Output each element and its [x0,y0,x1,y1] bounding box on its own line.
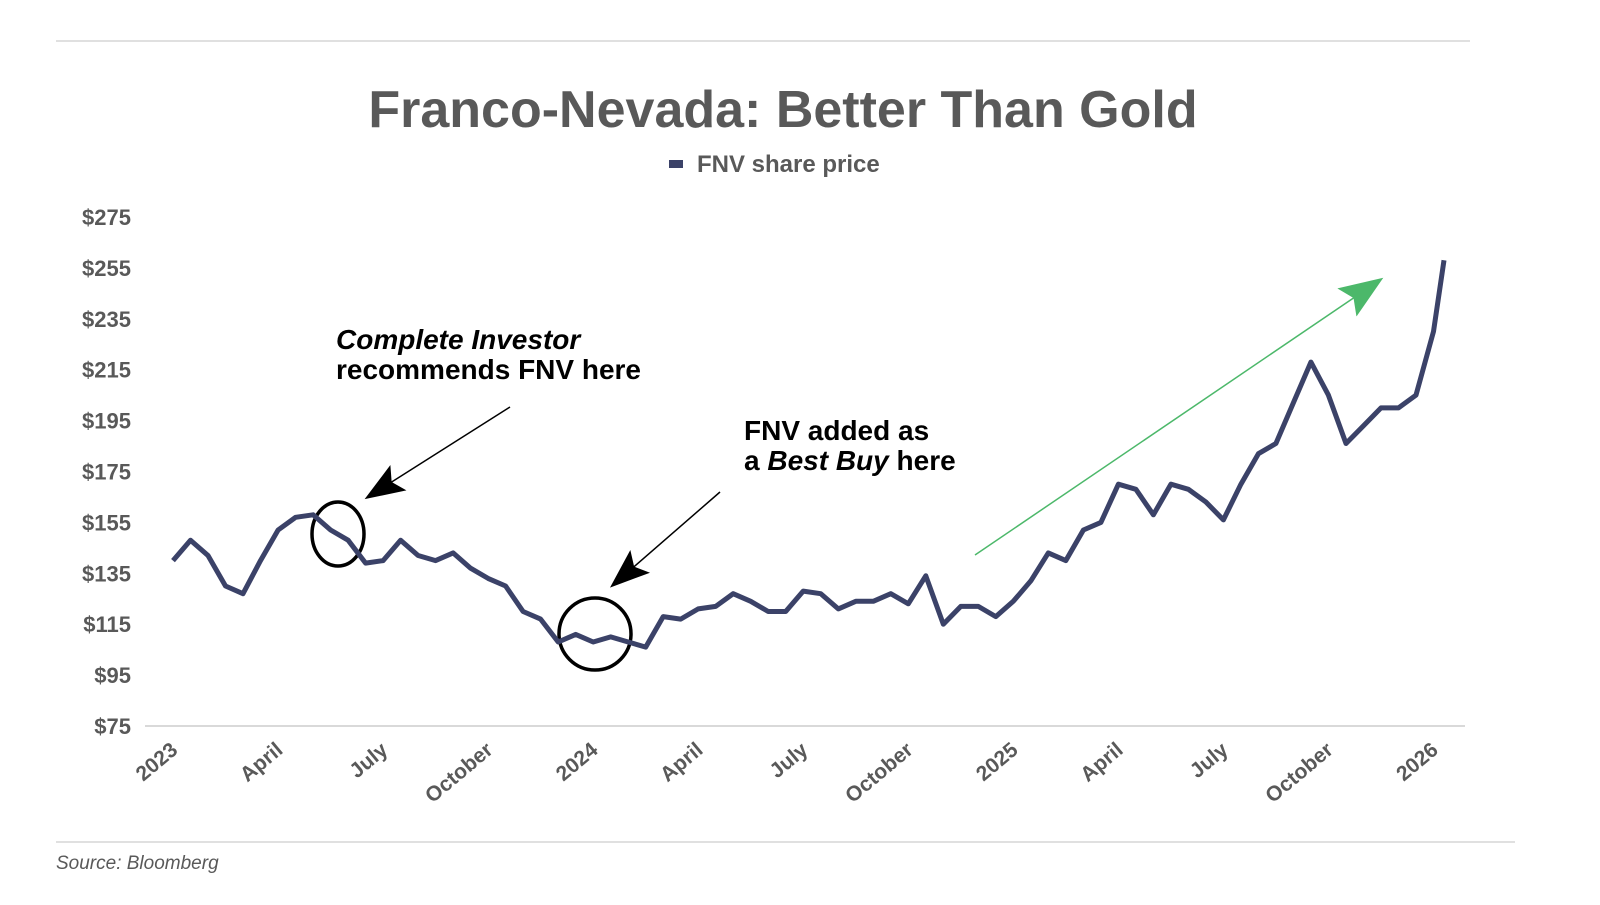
annotation: recommends FNV here [336,354,641,385]
annotation-part: Complete Investor [336,324,582,355]
highlight-circle [310,500,366,568]
annotation-part: FNV added as [744,415,929,446]
annotation-part: a [744,445,767,476]
annotation-part: recommends FNV here [336,354,641,385]
x-tick-label: 2026 [1392,738,1443,786]
y-tick-label: $115 [83,612,131,637]
price-line [171,259,1447,650]
arrow [364,406,511,500]
x-tick-label: 2024 [552,738,603,786]
source: Source: Bloomberg [56,853,219,874]
trend-arrow [974,277,1384,556]
highlight-circle [557,596,633,672]
y-tick-label: $155 [82,510,131,535]
x-tick-label: July [345,738,392,783]
y-tick-label: $195 [82,409,131,434]
x-tick-label: April [1076,738,1127,786]
y-tick-label: $275 [82,205,131,230]
legend-swatch [669,160,683,168]
x-tick-label: April [656,738,707,786]
y-tick-label: $215 [82,358,131,383]
legend-label: FNV share price [697,151,880,178]
annotation: Complete Investor [336,324,582,355]
x-tick-label: October [421,738,497,807]
y-tick-label: $75 [94,714,131,739]
annotation: a Best Buy here [744,445,956,476]
annotation-part: Best Buy [767,445,890,476]
y-tick-label: $135 [82,561,131,586]
annotation-part: here [889,445,956,476]
y-tick-label: $255 [82,256,131,281]
x-tick-label: July [765,738,812,783]
arrow [609,491,721,588]
y-tick-label: $235 [82,307,131,332]
y-tick-label: $175 [82,460,131,485]
x-tick-label: July [1186,738,1233,783]
x-tick-label: October [1261,738,1337,807]
x-tick-label: October [841,738,917,807]
y-tick-label: $95 [94,663,131,688]
annotation: FNV added as [744,415,929,446]
chart-title: Franco-Nevada: Better Than Gold [368,81,1197,139]
x-tick-label: April [236,738,287,786]
x-tick-label: 2025 [972,738,1023,786]
x-tick-label: 2023 [132,738,183,786]
